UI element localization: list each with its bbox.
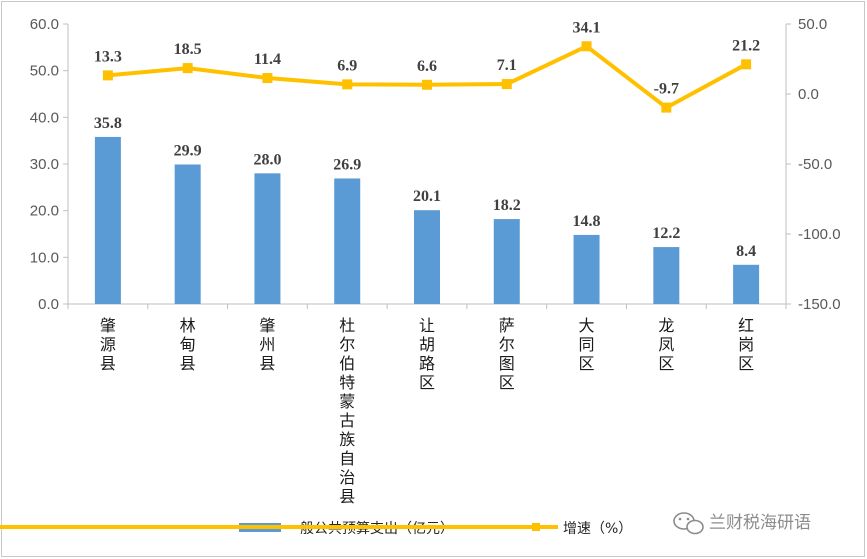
line-point bbox=[741, 59, 752, 70]
bar bbox=[94, 136, 121, 304]
bar-value-label: 28.0 bbox=[253, 151, 281, 168]
y-right-tick-label: -100.0 bbox=[798, 226, 841, 243]
line-point bbox=[342, 79, 353, 90]
bar bbox=[573, 234, 600, 304]
line-series bbox=[102, 41, 752, 113]
category-label: 林甸县 bbox=[180, 316, 196, 373]
line-point bbox=[102, 70, 113, 81]
line-value-label: 34.1 bbox=[573, 19, 601, 36]
line-value-label: 11.4 bbox=[254, 51, 281, 68]
y-left-tick-label: 60.0 bbox=[30, 16, 59, 33]
y-left-tick-label: 10.0 bbox=[30, 249, 59, 266]
y-left-tick-label: 20.0 bbox=[30, 203, 59, 220]
bar-value-label: 26.9 bbox=[333, 156, 361, 173]
y-left-tick-label: 50.0 bbox=[30, 63, 59, 80]
bar-series bbox=[94, 136, 760, 304]
line-point bbox=[182, 63, 193, 74]
line-point bbox=[661, 102, 672, 113]
category-label: 萨尔图区 bbox=[499, 316, 515, 392]
line-point bbox=[581, 41, 592, 52]
category-label: 龙凤区 bbox=[658, 316, 674, 373]
legend: 一般公共预算支出（亿元） 增速（%） bbox=[0, 521, 632, 537]
line-value-label: 6.6 bbox=[417, 58, 437, 75]
y-left-tick-label: 40.0 bbox=[30, 109, 59, 126]
y-right-tick-label: -150.0 bbox=[798, 296, 841, 313]
bar-value-label: 29.9 bbox=[174, 142, 202, 159]
bar bbox=[174, 164, 201, 304]
data-labels: 35.8 29.9 28.0 26.9 20.1 18.2 14.8 12.2 8.4 13.3 1… bbox=[94, 19, 760, 260]
category-label: 肇州县 bbox=[259, 316, 275, 373]
bar-value-label: 20.1 bbox=[413, 188, 441, 205]
line-value-label: 7.1 bbox=[497, 57, 517, 74]
bar bbox=[733, 264, 760, 304]
line-value-label: 21.2 bbox=[732, 37, 760, 54]
y-left-tick-label: 30.0 bbox=[30, 156, 59, 173]
line-point bbox=[501, 79, 512, 90]
category-label: 杜尔伯特蒙古族自治县 bbox=[339, 316, 355, 506]
watermark: 兰财税海研语 bbox=[673, 512, 811, 535]
line-value-label: 6.9 bbox=[337, 57, 357, 74]
y-right-tick-label: 0.0 bbox=[798, 86, 819, 103]
y-right-tick-label: -50.0 bbox=[798, 156, 832, 173]
bar bbox=[414, 210, 440, 304]
category-label: 肇源县 bbox=[100, 316, 116, 373]
y-right-tick-label: 50.0 bbox=[798, 16, 827, 33]
legend-line-marker bbox=[532, 523, 540, 531]
legend-line-label: 增速（%） bbox=[563, 521, 632, 537]
line-value-label: -9.7 bbox=[654, 81, 679, 98]
watermark-text: 兰财税海研语 bbox=[709, 513, 811, 533]
category-label: 大同区 bbox=[579, 316, 595, 373]
category-label: 红岗区 bbox=[738, 316, 754, 373]
axes: 0.0 10.0 20.0 30.0 40.0 50.0 60.0 -150.0 -100.0 -… bbox=[30, 16, 841, 313]
bar bbox=[254, 173, 281, 304]
bar bbox=[334, 178, 361, 304]
bar bbox=[653, 247, 680, 304]
line-value-label: 18.5 bbox=[174, 41, 202, 58]
y-left-tick-label: 0.0 bbox=[38, 296, 59, 313]
growth-line bbox=[107, 44, 748, 110]
bar-value-label: 35.8 bbox=[94, 115, 122, 132]
bar-value-label: 12.2 bbox=[652, 225, 680, 242]
line-point bbox=[422, 79, 432, 90]
bar-value-label: 8.4 bbox=[736, 243, 756, 260]
wechat-icon bbox=[673, 512, 704, 535]
bar bbox=[493, 219, 520, 304]
bar-value-label: 14.8 bbox=[573, 213, 601, 230]
category-labels: 肇源县 林甸县 肇州县 杜尔伯特蒙古族自治县 让胡路区 萨尔图区 大同区 龙凤区 红岗区 bbox=[100, 316, 754, 506]
line-value-label: 13.3 bbox=[94, 48, 122, 65]
bar-value-label: 18.2 bbox=[493, 197, 521, 214]
category-label: 让胡路区 bbox=[419, 316, 435, 392]
line-point bbox=[262, 73, 273, 84]
